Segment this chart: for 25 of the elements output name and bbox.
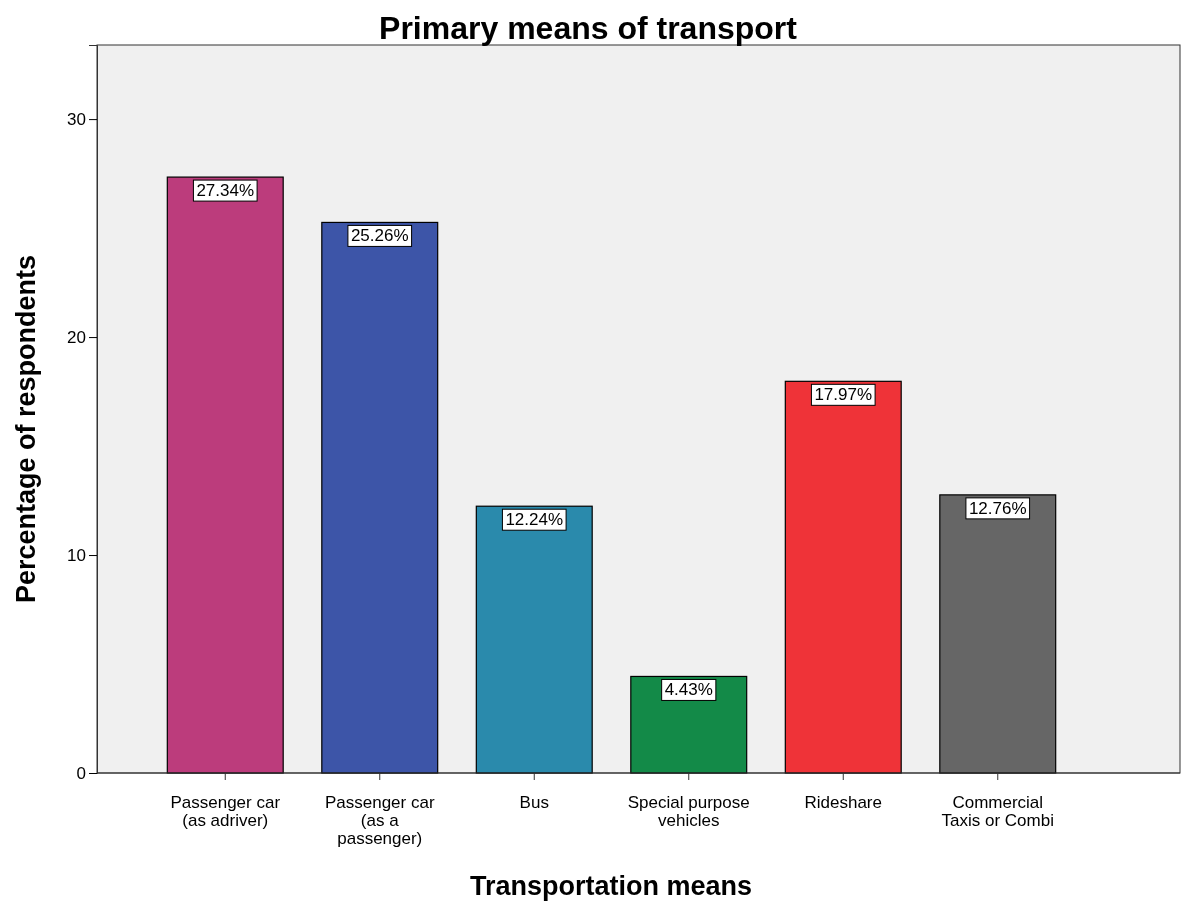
bar [321,221,439,774]
x-tick-label: Passenger car (as a passenger) [324,793,435,848]
y-tick-label: 30 [67,110,86,130]
y-tick-label: 10 [67,545,86,565]
bar [939,494,1057,774]
x-tick-label: Commercial Taxis or Combi [941,793,1054,830]
x-tick-label: Passenger car (as adriver) [170,793,281,830]
bar [475,505,593,774]
data-label: 12.76% [968,498,1027,518]
y-tick-label: 0 [76,763,86,783]
data-label: 25.26% [350,226,409,246]
x-tick-label: Bus [519,793,549,812]
chart-title: Primary means of transport [379,10,798,46]
bar [630,675,748,774]
data-label: 27.34% [196,181,255,201]
x-axis-title: Transportation means [469,871,753,901]
bar [784,380,902,774]
data-label: 4.43% [664,680,713,700]
y-tick-label: 20 [67,328,86,348]
x-tick-label: Special purpose vehicles [627,793,750,830]
bar [166,176,284,774]
x-tick-label: Rideshare [804,793,882,812]
data-label: 12.24% [505,510,564,530]
y-axis-title: Percentage of respondents [11,254,41,604]
data-label: 17.97% [814,385,873,405]
